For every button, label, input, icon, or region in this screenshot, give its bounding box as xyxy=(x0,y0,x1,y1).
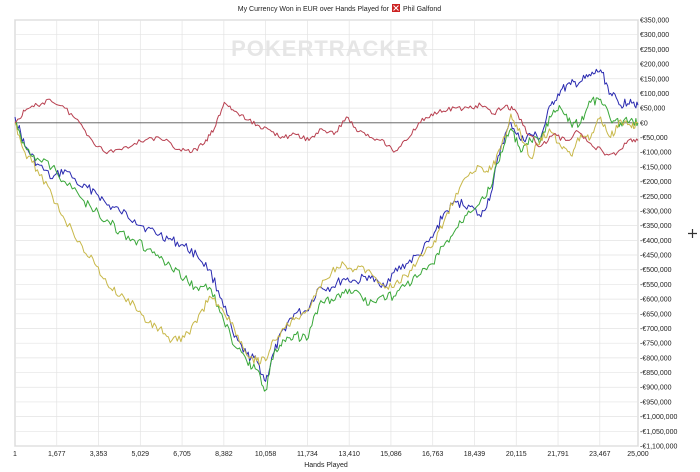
x-tick-label: 11,734 xyxy=(297,451,318,458)
y-axis-ticks: €350,000 €300,000 €250,000 €200,000 €150,000… xyxy=(640,18,677,451)
x-tick-label: 10,058 xyxy=(255,451,277,458)
y-tick-label: -€250,000 xyxy=(640,194,672,201)
y-tick-label: -€900,000 xyxy=(640,385,672,392)
x-tick-label: 6,705 xyxy=(173,451,191,458)
y-tick-label: -€500,000 xyxy=(640,267,672,274)
x-tick-label: 8,382 xyxy=(215,451,233,458)
y-tick-label: -€750,000 xyxy=(640,341,672,348)
series-lines xyxy=(14,68,639,392)
y-tick-label: €200,000 xyxy=(640,62,669,69)
y-tick-label: €50,000 xyxy=(640,106,665,113)
x-axis-label: Hands Played xyxy=(304,462,348,469)
chart-title: My Currency Won in EUR over Hands Played… xyxy=(238,4,441,13)
y-tick-label: -€550,000 xyxy=(640,282,672,289)
x-tick-label: 20,115 xyxy=(506,451,527,458)
y-tick-label: -€350,000 xyxy=(640,223,672,230)
y-tick-label: €250,000 xyxy=(640,47,669,54)
series-line-2 xyxy=(14,96,639,392)
y-tick-label: €0 xyxy=(640,120,648,127)
y-tick-label: €100,000 xyxy=(640,91,669,98)
y-tick-label: -€600,000 xyxy=(640,297,672,304)
y-tick-label: -€450,000 xyxy=(640,253,672,260)
y-tick-label: -€1,050,000 xyxy=(640,429,677,436)
gridlines xyxy=(14,19,639,447)
x-tick-label: 13,410 xyxy=(338,451,360,458)
series-line-4 xyxy=(14,98,639,156)
x-tick-label: 1 xyxy=(13,451,17,458)
pokertracker-watermark: POKERTRACKER xyxy=(231,36,429,61)
series-line-3 xyxy=(14,113,639,366)
x-axis-ticks: 1 1,677 3,353 5,029 6,705 8,382 10,058 11,734 13… xyxy=(13,451,649,458)
y-tick-label: -€150,000 xyxy=(640,164,672,171)
y-tick-label: €300,000 xyxy=(640,32,669,39)
x-tick-label: 3,353 xyxy=(90,451,108,458)
y-tick-label: -€300,000 xyxy=(640,208,672,215)
x-tick-label: 15,086 xyxy=(380,451,402,458)
crosshair-cursor-icon xyxy=(688,229,697,238)
player-name: Phil Galfond xyxy=(403,6,441,13)
x-tick-label: 1,677 xyxy=(48,451,66,458)
series-line-1 xyxy=(14,68,639,382)
y-tick-label: -€200,000 xyxy=(640,179,672,186)
x-tick-label: 18,439 xyxy=(464,451,486,458)
x-tick-label: 25,000 xyxy=(627,451,649,458)
y-tick-label: -€100,000 xyxy=(640,150,672,157)
x-tick-label: 5,029 xyxy=(132,451,150,458)
y-tick-label: -€800,000 xyxy=(640,355,672,362)
y-tick-label: €150,000 xyxy=(640,76,669,83)
plot-area xyxy=(14,19,639,447)
y-tick-label: -€950,000 xyxy=(640,399,672,406)
x-tick-label: 16,763 xyxy=(422,451,444,458)
y-tick-label: -€400,000 xyxy=(640,238,672,245)
y-tick-label: -€50,000 xyxy=(640,135,668,142)
y-tick-label: -€850,000 xyxy=(640,370,672,377)
y-tick-label: -€700,000 xyxy=(640,326,672,333)
y-tick-label: -€650,000 xyxy=(640,311,672,318)
x-tick-label: 23,467 xyxy=(589,451,611,458)
y-tick-label: €350,000 xyxy=(640,18,669,25)
player-flag-icon xyxy=(392,4,400,12)
y-tick-label: -€1,100,000 xyxy=(640,444,677,451)
chart-title-text: My Currency Won in EUR over Hands Played… xyxy=(238,6,390,13)
y-tick-label: -€1,000,000 xyxy=(640,414,677,421)
x-tick-label: 21,791 xyxy=(547,451,569,458)
